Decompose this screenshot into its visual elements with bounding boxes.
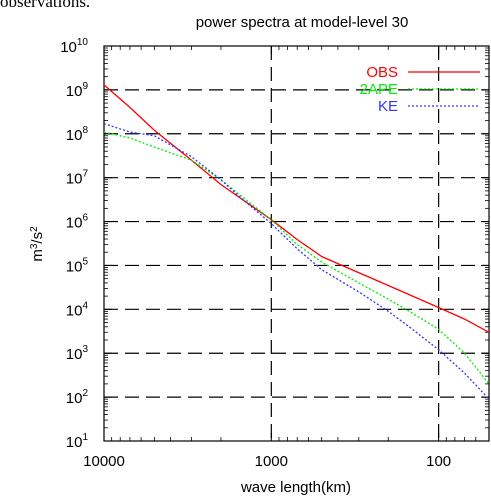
y-tick-label-8: 109 (66, 81, 89, 100)
chart-title: power spectra at model-level 30 (196, 14, 409, 31)
y-tick-label-6: 107 (66, 169, 89, 188)
x-tick-labels: 10000 1000 100 (83, 453, 451, 470)
y-label-exp2: 2 (29, 226, 40, 232)
series-line-2ape (103, 131, 490, 385)
y-tick-label-7: 108 (66, 125, 89, 144)
y-tick-label-0: 101 (66, 432, 89, 451)
y-axis-label: m3/s2 (29, 226, 47, 262)
grid-lines (104, 46, 489, 441)
legend-label-obs: OBS (366, 64, 398, 81)
clipped-caption-text: observations. (0, 0, 91, 11)
plot-frame (103, 45, 490, 442)
x-tick-label-2: 100 (426, 453, 451, 470)
y-label-sep: /s (29, 232, 46, 244)
y-label-exp1: 3 (29, 243, 40, 249)
series-line-ke (103, 123, 490, 400)
y-tick-label-3: 104 (66, 300, 89, 319)
y-tick-label-4: 105 (66, 256, 89, 275)
y-tick-label-2: 103 (66, 344, 89, 363)
x-tick-label-1: 1000 (255, 453, 288, 470)
y-label-base: m (29, 249, 46, 262)
x-axis-label: wave length(km) (240, 479, 351, 496)
y-tick-label-5: 106 (66, 213, 89, 232)
y-tick-label-1: 102 (66, 388, 89, 407)
series-line-obs (103, 84, 490, 333)
y-tick-labels: 101 102 103 104 105 106 107 108 109 1010 (60, 37, 88, 451)
y-tick-label-9: 1010 (60, 37, 88, 56)
legend-label-2ape: 2APE (360, 81, 398, 98)
legend-label-ke: KE (378, 98, 398, 115)
x-tick-label-0: 10000 (83, 453, 125, 470)
data-series (103, 84, 490, 400)
axis-ticks (103, 45, 489, 442)
